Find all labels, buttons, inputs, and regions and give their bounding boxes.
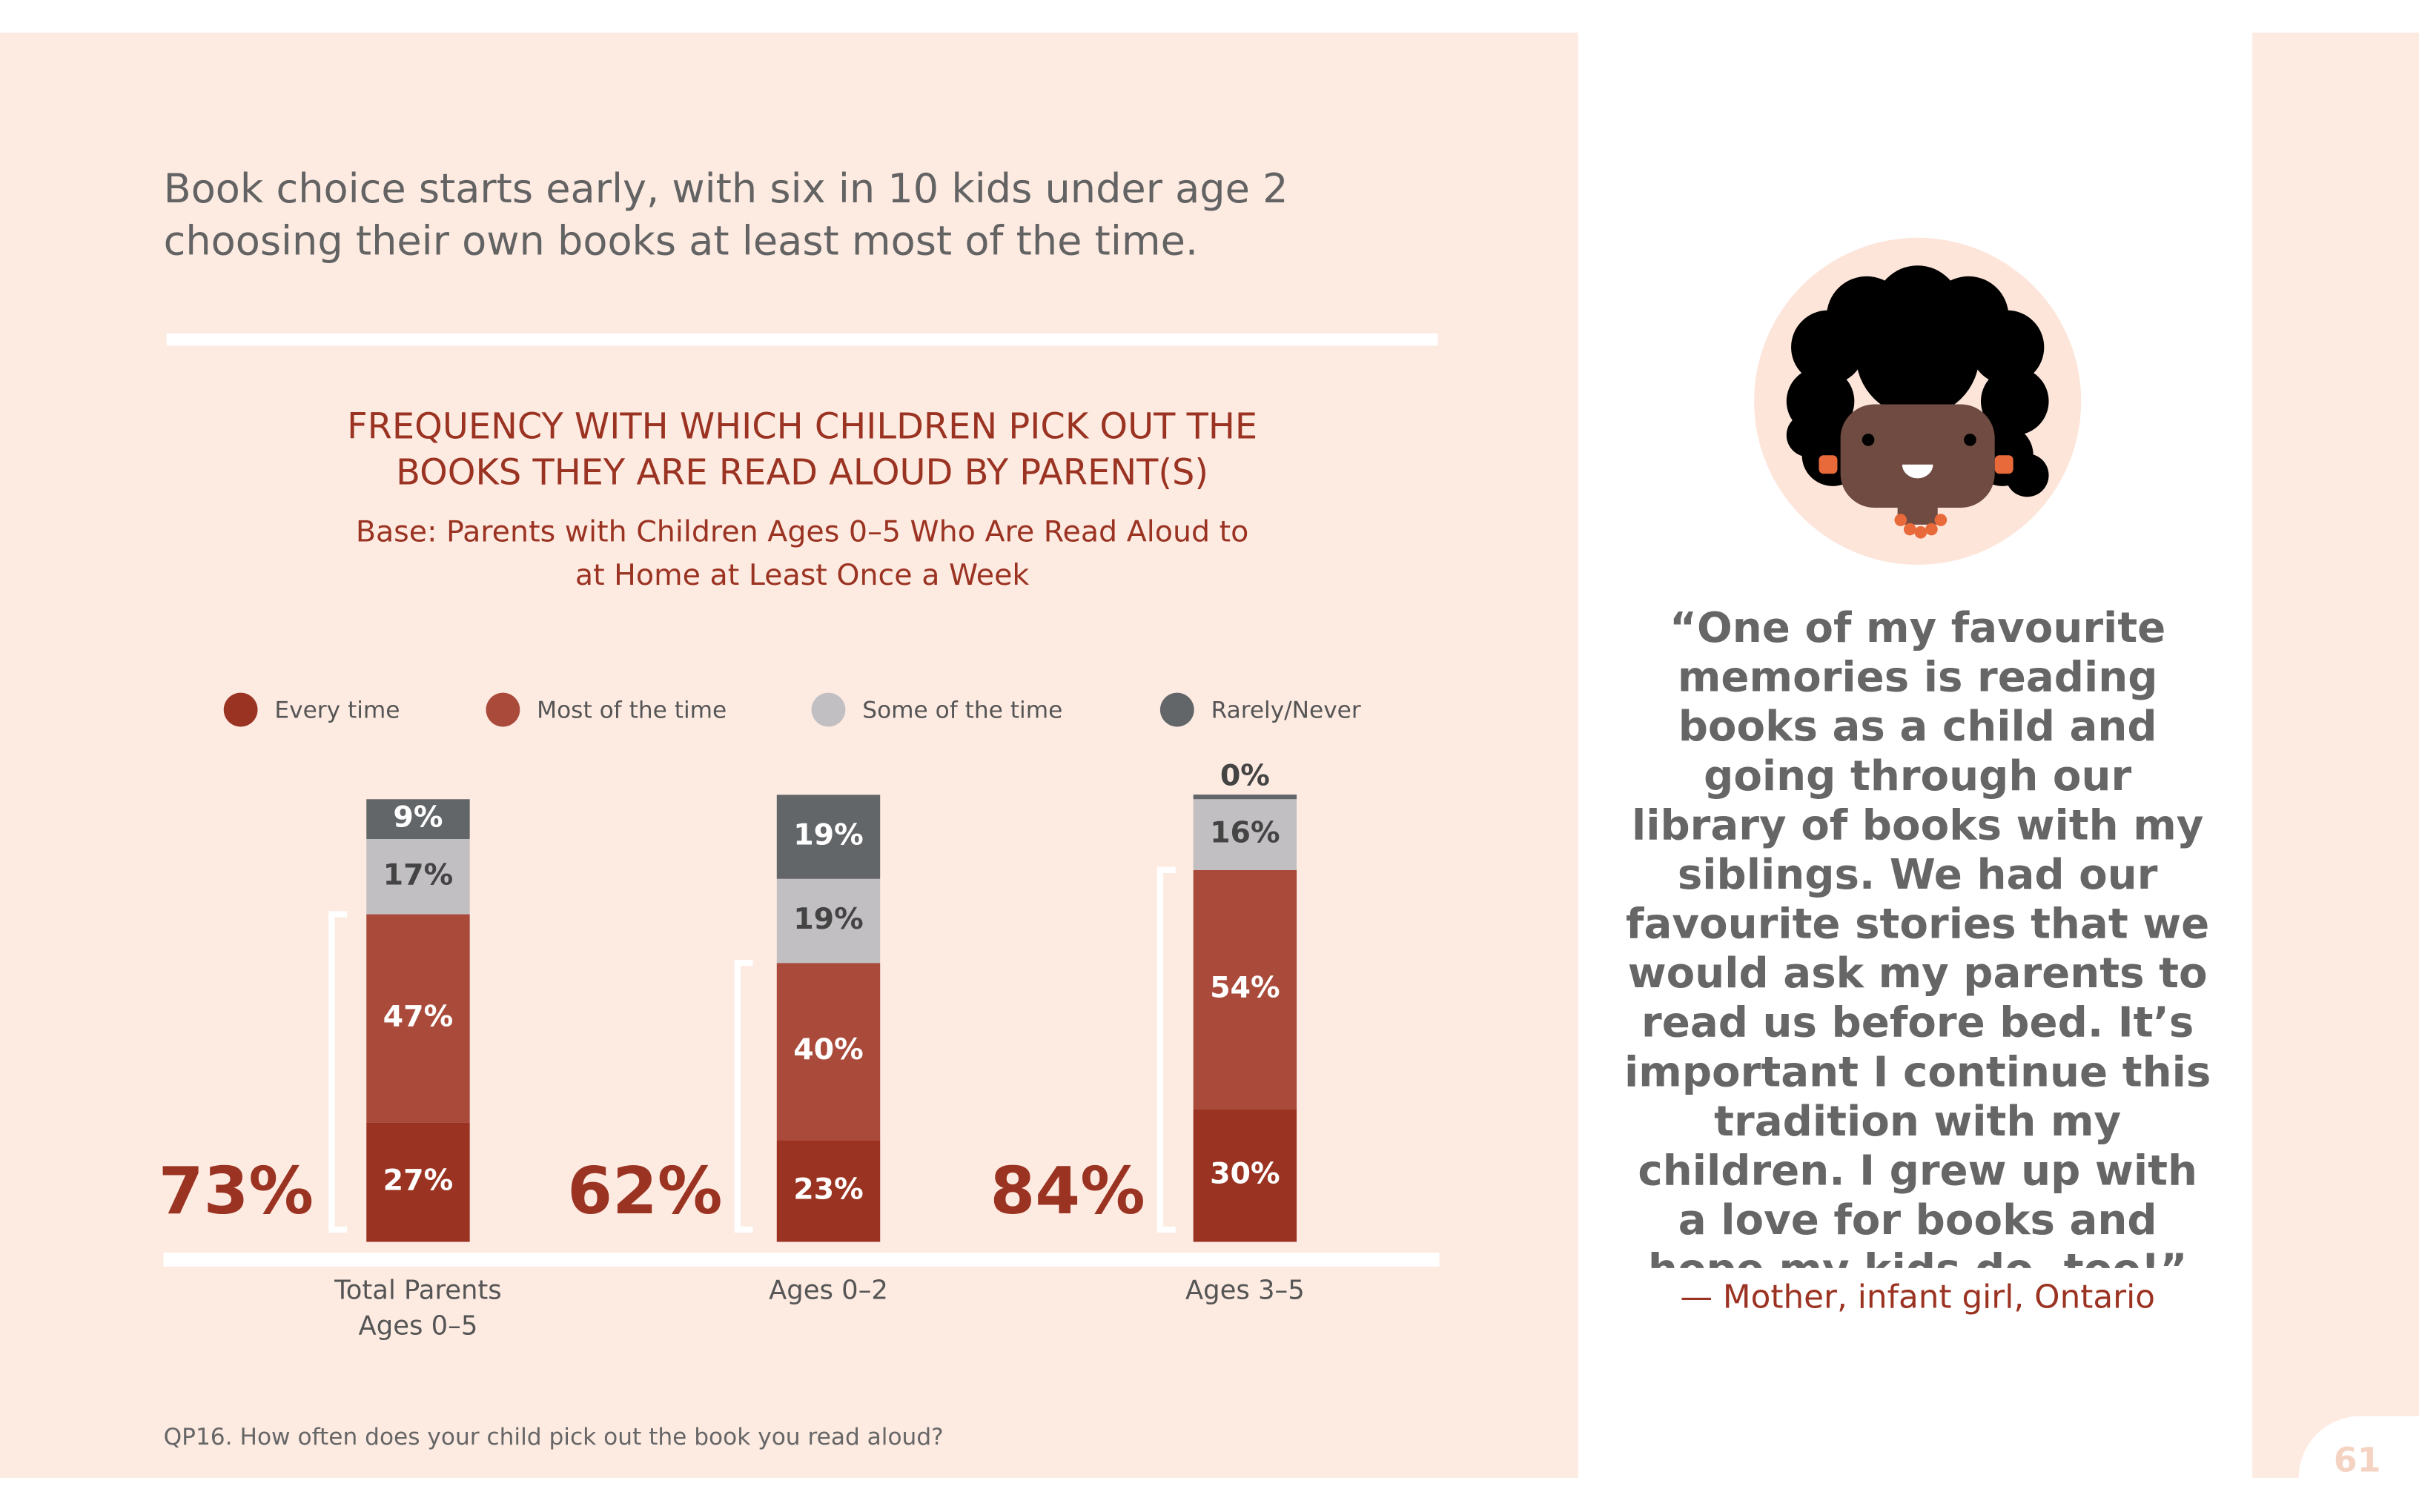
title-box: FREQUENCY WITH WHICH CHILDREN PICK OUT T… bbox=[347, 407, 1258, 494]
chart-title: FREQUENCY WITH WHICH CHILDREN PICK OUT T… bbox=[347, 407, 1258, 494]
footnote: QP16. How often does your child pick out… bbox=[164, 1424, 944, 1450]
bar-segment bbox=[1193, 1109, 1297, 1242]
headline: Book choice starts early, with six in 10… bbox=[163, 167, 1288, 266]
x-label-box: Total Parents Ages 0–5 bbox=[334, 1276, 502, 1342]
right-strip bbox=[2252, 33, 2419, 1478]
bar-segment bbox=[1193, 869, 1297, 1110]
bar-segment bbox=[366, 1122, 470, 1242]
value-label: 9% bbox=[393, 800, 443, 835]
legend-swatch bbox=[1159, 692, 1194, 727]
page-number: 61 bbox=[2334, 1441, 2381, 1480]
subtitle-box: Base: Parents with Children Ages 0–5 Who… bbox=[355, 515, 1249, 593]
bar-segment bbox=[776, 963, 881, 1141]
value-label: 16% bbox=[1210, 816, 1280, 850]
chart-subtitle: Base: Parents with Children Ages 0–5 Who… bbox=[355, 515, 1249, 593]
bar-segment bbox=[366, 914, 470, 1123]
headline-box: Book choice starts early, with six in 10… bbox=[163, 167, 1288, 266]
value-label: 0% bbox=[1220, 759, 1270, 793]
page-tab bbox=[2298, 1416, 2419, 1478]
rule bbox=[166, 333, 1438, 346]
legend-label: Some of the time bbox=[862, 697, 1062, 724]
x-label-box: Ages 0–2 bbox=[769, 1276, 888, 1307]
value-label: 40% bbox=[793, 1032, 864, 1067]
total-label: 73% bbox=[159, 1153, 314, 1229]
legend-label: Most of the time bbox=[537, 697, 727, 724]
bracket bbox=[328, 911, 348, 1233]
legend-swatch bbox=[486, 692, 520, 727]
bracket bbox=[734, 960, 753, 1233]
bar-segment-cap bbox=[1193, 795, 1297, 800]
bar-segment bbox=[1193, 799, 1297, 870]
x-tick-label: Total Parents Ages 0–5 bbox=[334, 1276, 502, 1342]
quote-box: “One of my favourite memories is reading… bbox=[1624, 605, 2211, 1268]
x-tick-label: Ages 3–5 bbox=[1185, 1276, 1305, 1307]
value-label: 19% bbox=[793, 818, 864, 852]
legend-label: Rarely/Never bbox=[1211, 697, 1361, 724]
value-label: 27% bbox=[383, 1163, 454, 1197]
value-label: 17% bbox=[383, 858, 454, 892]
bar-segment bbox=[776, 795, 881, 879]
x-tick-label: Ages 0–2 bbox=[769, 1276, 888, 1307]
value-label: 47% bbox=[383, 999, 454, 1033]
bar-segment bbox=[366, 799, 470, 840]
value-label: 30% bbox=[1210, 1156, 1280, 1190]
attribution: — Mother, infant girl, Ontario bbox=[1680, 1279, 2155, 1316]
value-label: 19% bbox=[793, 902, 864, 936]
bracket bbox=[1156, 866, 1176, 1233]
value-label: 54% bbox=[1210, 971, 1280, 1005]
quote: “One of my favourite memories is reading… bbox=[1624, 605, 2211, 1268]
bar-segment bbox=[366, 839, 470, 915]
total-label: 84% bbox=[990, 1153, 1145, 1229]
bar-segment bbox=[776, 1140, 881, 1242]
avatar bbox=[1754, 237, 2082, 565]
baseline bbox=[163, 1253, 1440, 1267]
legend-label: Every time bbox=[274, 697, 400, 724]
bar-segment bbox=[776, 878, 881, 964]
value-label: 23% bbox=[793, 1172, 864, 1206]
x-label-box: Ages 3–5 bbox=[1185, 1276, 1305, 1307]
total-label: 62% bbox=[567, 1153, 722, 1229]
legend-swatch bbox=[223, 692, 258, 727]
legend-swatch bbox=[811, 692, 846, 727]
